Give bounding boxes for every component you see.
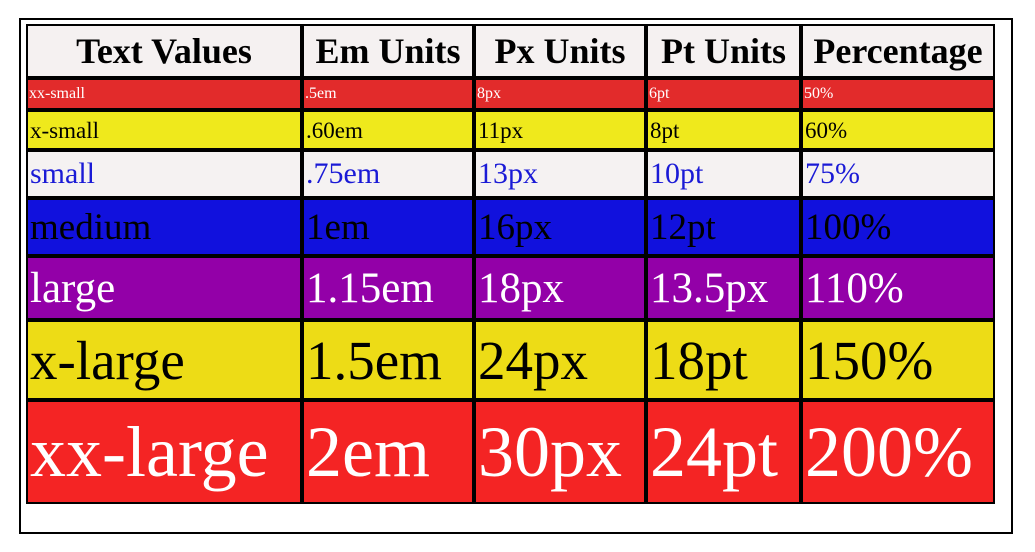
cell-text: 10pt [650, 157, 704, 190]
table-row-x-large: x-large 1.5em 24px 18pt 150% [26, 320, 995, 400]
cell-pt-value: 12pt [646, 198, 801, 256]
cell-px-value: 8px [474, 78, 646, 110]
cell-text: 60% [805, 117, 848, 143]
cell-text: medium [30, 206, 152, 248]
cell-text-value: large [26, 256, 302, 320]
cell-text: 24pt [650, 412, 779, 492]
cell-text: 13px [478, 157, 538, 190]
cell-px-value: 16px [474, 198, 646, 256]
table-row-xx-small: xx-small .5em 8px 6pt 50% [26, 78, 995, 110]
cell-text-value: xx-small [26, 78, 302, 110]
cell-em-value: 1.5em [302, 320, 474, 400]
cell-text-value: xx-large [26, 400, 302, 504]
cell-text: 18px [478, 264, 564, 312]
table-row-medium: medium 1em 16px 12pt 100% [26, 198, 995, 256]
cell-text: 1em [306, 206, 370, 248]
cell-text: 110% [805, 264, 904, 312]
cell-percentage-value: 200% [801, 400, 995, 504]
cell-px-value: 13px [474, 150, 646, 198]
cell-text: 1.5em [306, 329, 442, 391]
cell-percentage-value: 110% [801, 256, 995, 320]
cell-pt-value: 6pt [646, 78, 801, 110]
header-text-values: Text Values [26, 24, 302, 78]
cell-text: 100% [805, 206, 892, 248]
cell-text: 8px [477, 85, 501, 102]
cell-text: 2em [306, 412, 430, 492]
cell-text: 1.15em [306, 264, 434, 312]
table-row-small: small .75em 13px 10pt 75% [26, 150, 995, 198]
cell-text: 24px [478, 329, 588, 391]
cell-em-value: 2em [302, 400, 474, 504]
cell-em-value: .75em [302, 150, 474, 198]
cell-text: xx-large [30, 412, 269, 492]
cell-percentage-value: 100% [801, 198, 995, 256]
cell-text: large [30, 264, 116, 312]
cell-text: small [30, 157, 95, 190]
cell-text: 200% [805, 412, 973, 492]
cell-pt-value: 13.5px [646, 256, 801, 320]
cell-text: 11px [478, 117, 524, 143]
cell-text: .75em [306, 157, 381, 190]
font-size-table: Text Values Em Units Px Units Pt Units P… [26, 24, 995, 504]
cell-percentage-value: 75% [801, 150, 995, 198]
cell-text: 8pt [650, 117, 680, 143]
header-px-units: Px Units [474, 24, 646, 78]
header-percentage: Percentage [801, 24, 995, 78]
cell-text-value: x-large [26, 320, 302, 400]
cell-text: 12pt [650, 206, 716, 248]
cell-text: 16px [478, 206, 552, 248]
cell-text: 30px [478, 412, 622, 492]
cell-text: 13.5px [650, 264, 769, 312]
table-row-xx-large: xx-large 2em 30px 24pt 200% [26, 400, 995, 504]
cell-text: .5em [305, 85, 337, 102]
header-em-units: Em Units [302, 24, 474, 78]
header-pt-units: Pt Units [646, 24, 801, 78]
table-row-large: large 1.15em 18px 13.5px 110% [26, 256, 995, 320]
cell-em-value: .60em [302, 110, 474, 150]
cell-px-value: 24px [474, 320, 646, 400]
cell-text-value: medium [26, 198, 302, 256]
cell-percentage-value: 50% [801, 78, 995, 110]
font-size-table-frame: Text Values Em Units Px Units Pt Units P… [19, 18, 1013, 534]
cell-text: xx-small [29, 85, 85, 102]
cell-text: 18pt [650, 329, 748, 391]
cell-text: x-small [30, 117, 99, 143]
cell-pt-value: 24pt [646, 400, 801, 504]
table-row-x-small: x-small .60em 11px 8pt 60% [26, 110, 995, 150]
cell-pt-value: 10pt [646, 150, 801, 198]
cell-px-value: 30px [474, 400, 646, 504]
cell-px-value: 11px [474, 110, 646, 150]
cell-percentage-value: 150% [801, 320, 995, 400]
cell-text: 6pt [649, 85, 670, 102]
cell-percentage-value: 60% [801, 110, 995, 150]
cell-text-value: x-small [26, 110, 302, 150]
cell-text: .60em [306, 117, 363, 143]
cell-text: 75% [805, 157, 860, 190]
cell-px-value: 18px [474, 256, 646, 320]
cell-text: 150% [805, 329, 934, 391]
cell-em-value: .5em [302, 78, 474, 110]
cell-text: 50% [804, 85, 834, 102]
cell-em-value: 1em [302, 198, 474, 256]
cell-pt-value: 18pt [646, 320, 801, 400]
header-row: Text Values Em Units Px Units Pt Units P… [26, 24, 995, 78]
cell-pt-value: 8pt [646, 110, 801, 150]
cell-text: x-large [30, 329, 185, 391]
cell-text-value: small [26, 150, 302, 198]
cell-em-value: 1.15em [302, 256, 474, 320]
table-body: xx-small .5em 8px 6pt 50% x-small .60em … [26, 78, 995, 504]
